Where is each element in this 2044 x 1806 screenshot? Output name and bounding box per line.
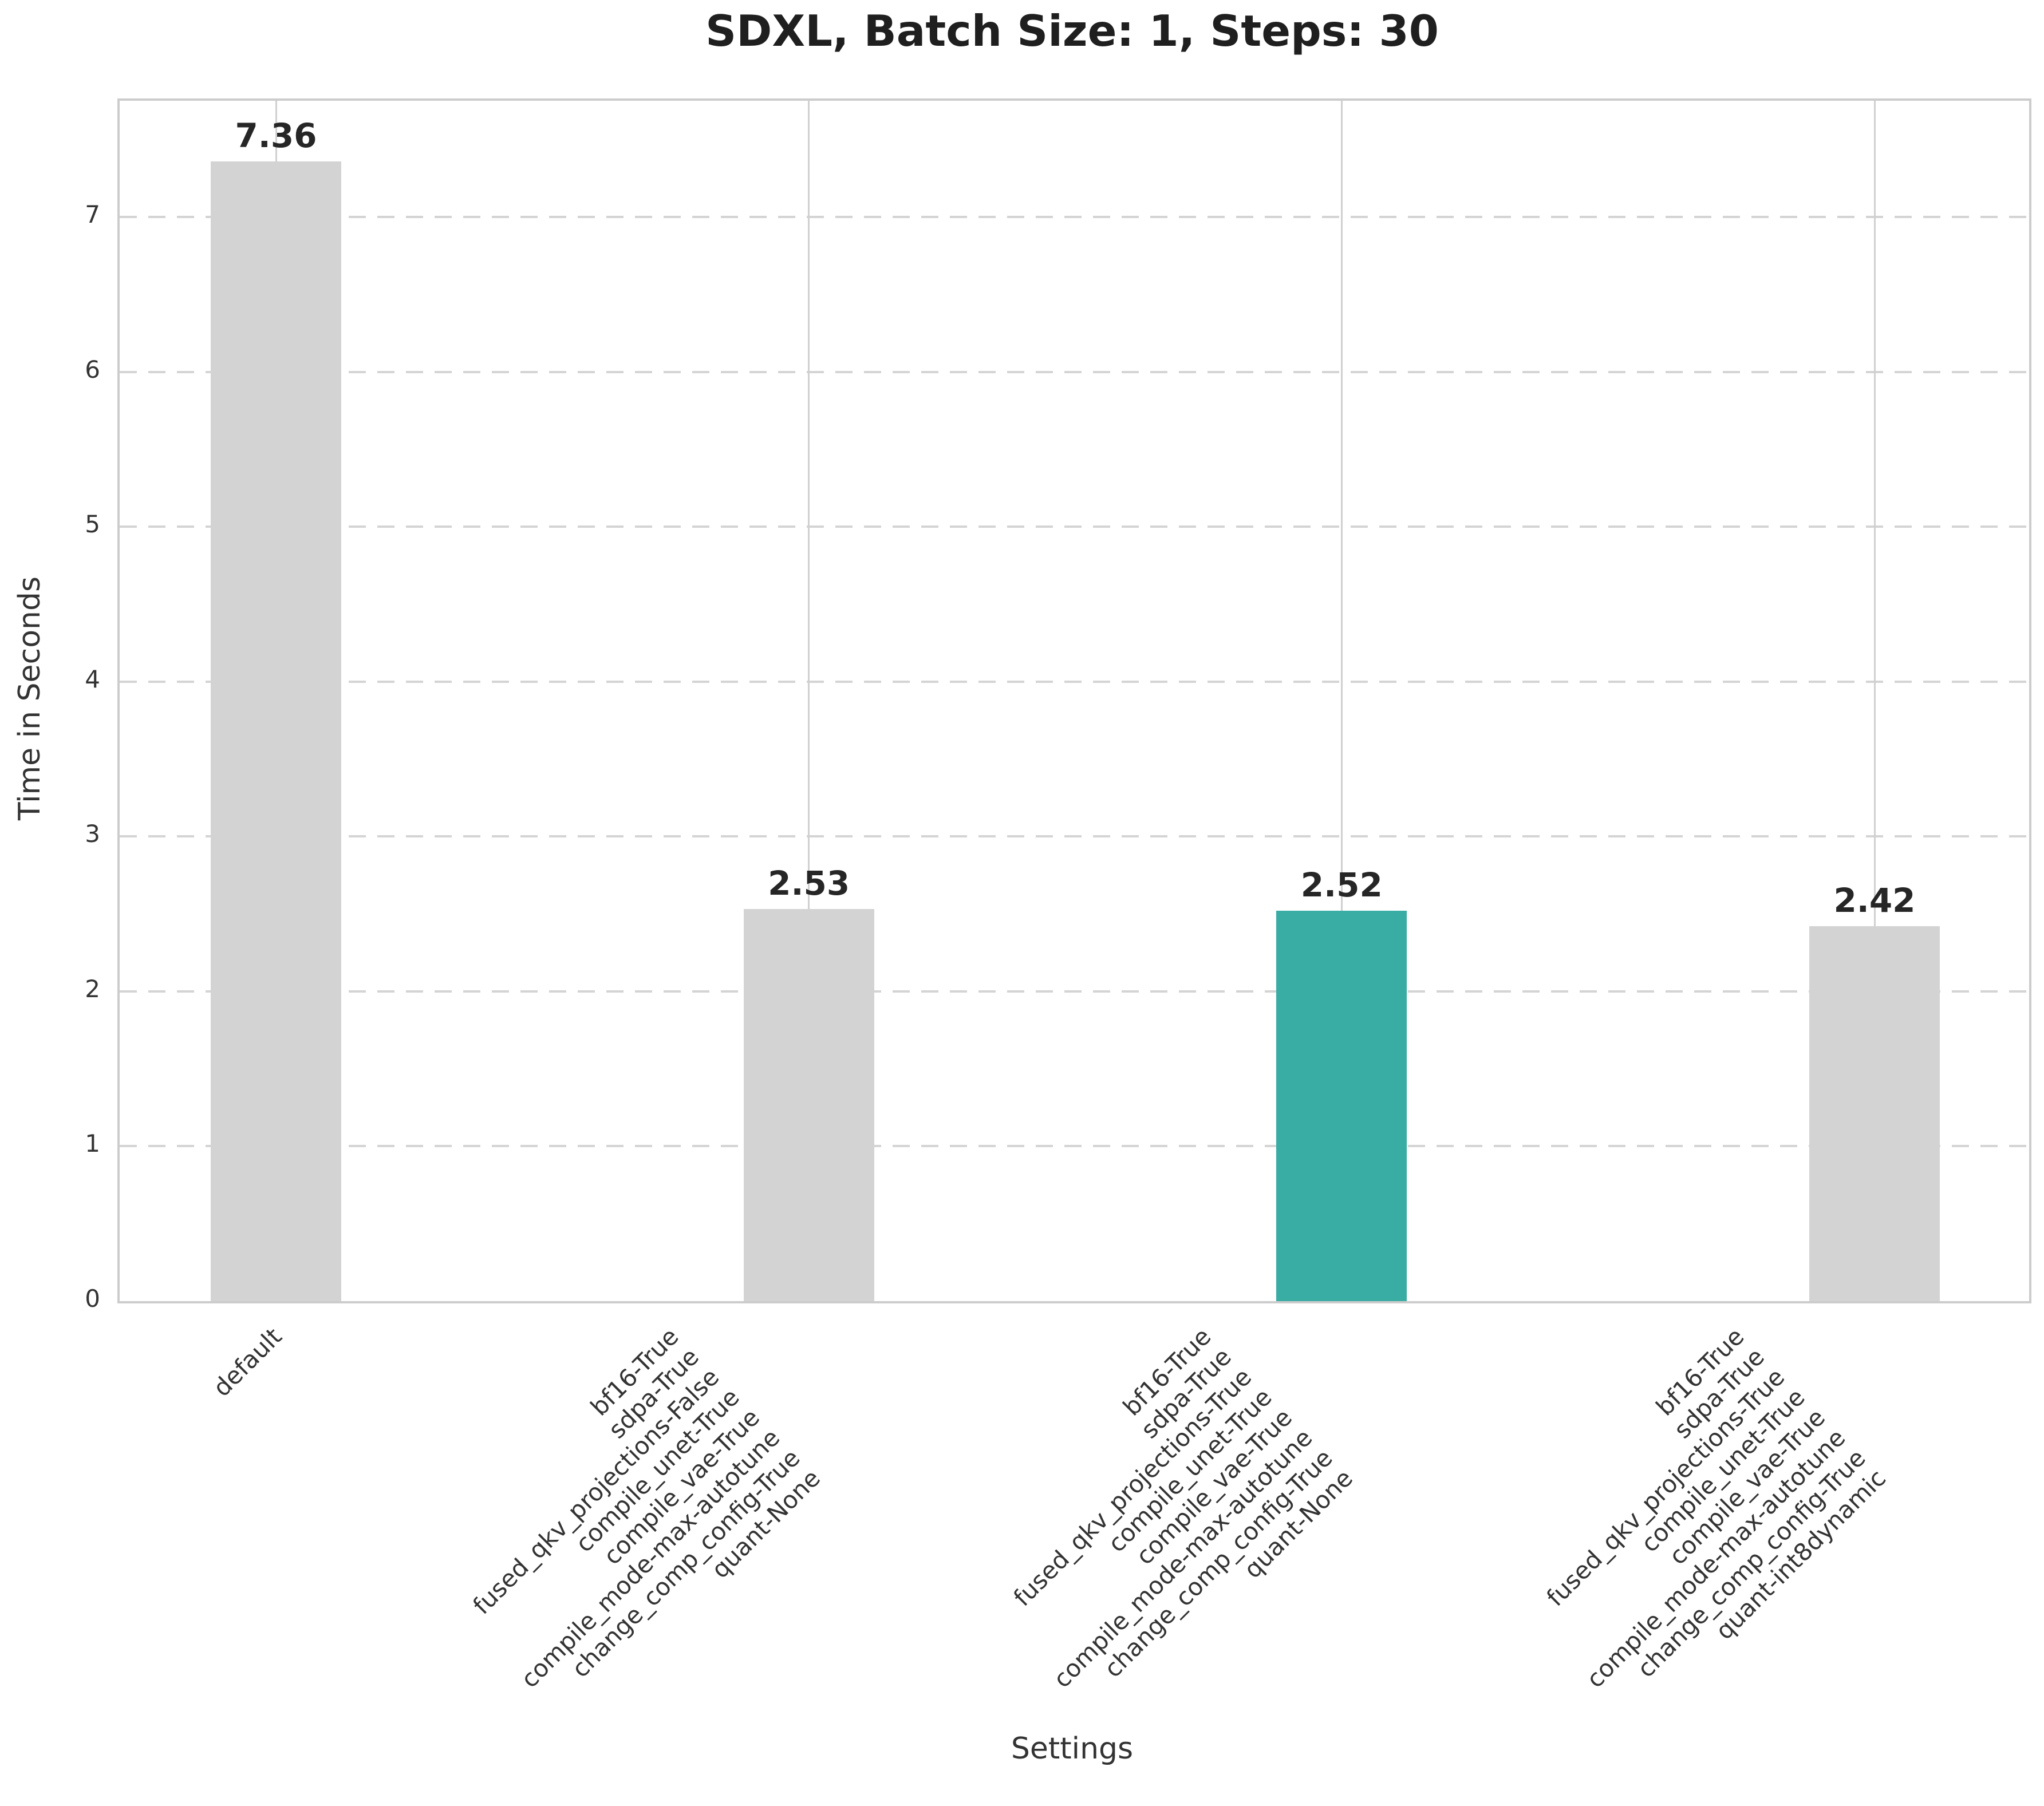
- h-gridline: [120, 215, 2029, 218]
- v-gridline: [1873, 101, 1876, 1301]
- x-tick-label: default: [207, 1322, 287, 1402]
- bar: [743, 909, 874, 1301]
- h-gridline: [120, 525, 2029, 528]
- y-tick-label: 5: [85, 510, 100, 539]
- bar-value-label: 2.53: [768, 864, 850, 903]
- bar: [211, 161, 341, 1301]
- bar-value-label: 2.52: [1300, 866, 1383, 905]
- y-axis-label: Time in Seconds: [13, 576, 47, 821]
- v-gridline: [808, 101, 810, 1301]
- y-tick-label: 3: [85, 820, 100, 848]
- y-tick-label: 4: [85, 665, 100, 693]
- h-gridline: [120, 835, 2029, 838]
- h-gridline: [120, 1145, 2029, 1148]
- bar: [1809, 926, 1940, 1301]
- h-gridline: [120, 680, 2029, 683]
- bar: [1276, 911, 1407, 1301]
- y-tick-label: 2: [85, 974, 100, 1003]
- plot-area: 7.36 2.53 2.52 2.42: [117, 98, 2031, 1303]
- bar-value-label: 2.42: [1833, 881, 1916, 920]
- v-gridline: [1340, 101, 1343, 1301]
- h-gridline: [120, 370, 2029, 373]
- x-axis-label: Settings: [1011, 1732, 1134, 1766]
- y-tick-label: 7: [85, 200, 100, 228]
- y-tick-label: 6: [85, 355, 100, 384]
- chart-title: SDXL, Batch Size: 1, Steps: 30: [705, 6, 1439, 56]
- y-tick-label: 0: [85, 1285, 100, 1313]
- y-tick-label: 1: [85, 1129, 100, 1158]
- h-gridline: [120, 990, 2029, 993]
- bar-value-label: 7.36: [235, 116, 317, 155]
